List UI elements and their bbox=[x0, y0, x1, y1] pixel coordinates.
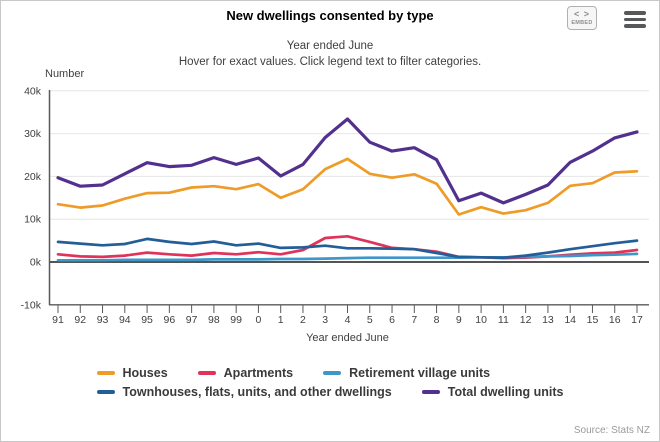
y-tick-label: 30k bbox=[24, 128, 42, 140]
x-tick-label: 93 bbox=[97, 314, 109, 326]
x-tick-label: 6 bbox=[389, 314, 395, 326]
page-title: New dwellings consented by type bbox=[226, 8, 434, 23]
x-tick-label: 94 bbox=[119, 314, 131, 326]
y-tick-label: 10k bbox=[24, 214, 42, 226]
legend-item-total-dwelling-units[interactable]: Total dwelling units bbox=[421, 385, 564, 399]
embed-button-label: EMBED bbox=[571, 20, 593, 26]
legend-label[interactable]: Houses bbox=[122, 366, 168, 380]
hamburger-menu-icon[interactable] bbox=[624, 11, 646, 31]
legend-swatch bbox=[421, 390, 440, 394]
x-tick-label: 91 bbox=[52, 314, 64, 326]
x-tick-label: 96 bbox=[164, 314, 176, 326]
x-tick-label: 5 bbox=[367, 314, 373, 326]
series-line-total-dwelling-units[interactable] bbox=[56, 117, 639, 205]
legend-label[interactable]: Townhouses, flats, units, and other dwel… bbox=[122, 385, 392, 399]
x-tick-label: 92 bbox=[74, 314, 86, 326]
y-tick-label: 0k bbox=[30, 257, 42, 269]
legend-item-townhouses[interactable]: Townhouses, flats, units, and other dwel… bbox=[96, 385, 392, 399]
source-note: Source: Stats NZ bbox=[573, 425, 650, 436]
series-line-retirement-village-units[interactable] bbox=[56, 252, 639, 262]
legend-swatch bbox=[96, 371, 115, 375]
x-tick-label: 10 bbox=[475, 314, 487, 326]
y-tick-label: 40k bbox=[24, 85, 42, 97]
x-tick-label: 98 bbox=[208, 314, 220, 326]
legend-row: Houses Apartments Retirement village uni… bbox=[96, 366, 490, 380]
series-line-townhouses-flats-units-and-other-dwellings[interactable] bbox=[56, 237, 639, 260]
x-tick-label: 4 bbox=[345, 314, 351, 326]
legend-rows: Houses Apartments Retirement village uni… bbox=[96, 366, 564, 399]
x-tick-label: 9 bbox=[456, 314, 462, 326]
x-tick-label: 11 bbox=[498, 314, 509, 326]
menu-bar bbox=[624, 17, 646, 21]
legend-item-apartments[interactable]: Apartments bbox=[197, 366, 294, 380]
menu-bar bbox=[624, 11, 646, 15]
legend-swatch bbox=[197, 371, 216, 375]
legend: Houses Apartments Retirement village uni… bbox=[1, 366, 659, 399]
legend-label[interactable]: Apartments bbox=[223, 366, 294, 380]
legend-item-retirement-village-units[interactable]: Retirement village units bbox=[323, 366, 490, 380]
x-tick-label: 2 bbox=[300, 314, 306, 326]
y-axis-label: Number bbox=[45, 68, 85, 80]
x-tick-label: 14 bbox=[564, 314, 576, 326]
series-line-houses[interactable] bbox=[56, 157, 639, 216]
x-tick-label: 13 bbox=[542, 314, 554, 326]
chart-subtitle: Year ended June Hover for exact values. … bbox=[1, 39, 659, 70]
y-tick-label: -10k bbox=[21, 299, 42, 311]
x-tick-label: 7 bbox=[411, 314, 417, 326]
legend-swatch bbox=[96, 390, 115, 394]
x-tick-label: 0 bbox=[256, 314, 262, 326]
embed-button[interactable]: < > EMBED bbox=[567, 6, 597, 30]
legend-item-houses[interactable]: Houses bbox=[96, 366, 168, 380]
x-tick-label: 97 bbox=[186, 314, 198, 326]
x-axis-title: Year ended June bbox=[306, 332, 389, 344]
legend-row: Townhouses, flats, units, and other dwel… bbox=[96, 385, 564, 399]
x-tick-label: 8 bbox=[434, 314, 440, 326]
legend-swatch bbox=[323, 371, 342, 375]
legend-label[interactable]: Retirement village units bbox=[349, 366, 491, 380]
x-tick-label: 17 bbox=[631, 314, 643, 326]
y-tick-label: 20k bbox=[24, 171, 42, 183]
x-tick-label: 3 bbox=[322, 314, 328, 326]
x-tick-label: 12 bbox=[520, 314, 532, 326]
x-tick-label: 15 bbox=[587, 314, 599, 326]
x-tick-label: 16 bbox=[609, 314, 621, 326]
embed-code-icon: < > bbox=[573, 9, 590, 19]
x-tick-label: 1 bbox=[278, 314, 284, 326]
legend-label[interactable]: Total dwelling units bbox=[447, 385, 564, 399]
menu-bar bbox=[624, 24, 646, 28]
x-tick-label: 99 bbox=[230, 314, 242, 326]
hover-hint: Hover for exact values. Click legend tex… bbox=[178, 55, 482, 68]
x-tick-label: 95 bbox=[141, 314, 153, 326]
subtitle-line: Year ended June bbox=[286, 40, 374, 52]
